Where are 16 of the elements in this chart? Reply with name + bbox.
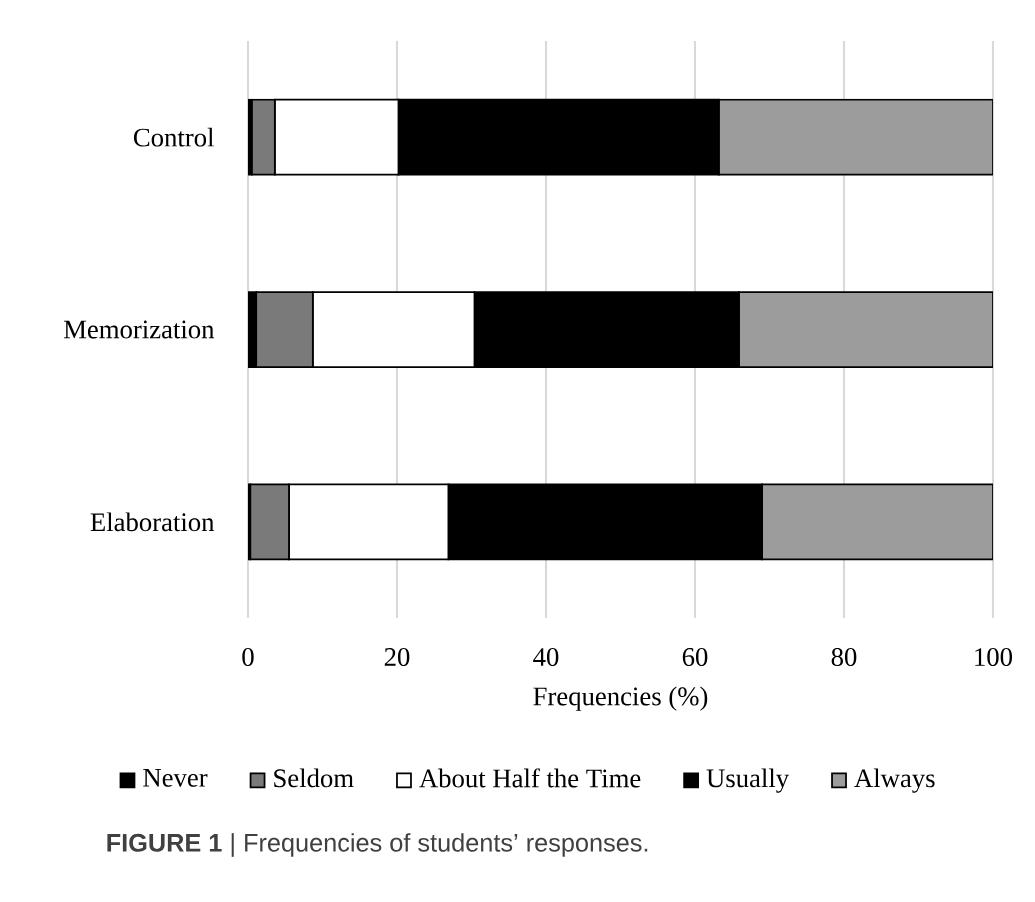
x-tick-label: 20 bbox=[384, 647, 410, 667]
y-tick-label: Memorization bbox=[63, 320, 215, 339]
y-tick-label: Control bbox=[133, 127, 214, 147]
x-tick-label: 100 bbox=[975, 647, 1013, 667]
text: FIGURE 1 | Frequencies of students’ responses. bbox=[107, 833, 648, 857]
y-tick-label: Elaboration bbox=[90, 512, 215, 532]
x-tick-label: 80 bbox=[831, 647, 857, 667]
x-axis-title: Frequencies (%) bbox=[533, 686, 708, 711]
legend-label: About Half the Time bbox=[419, 768, 641, 788]
legend-label: Always bbox=[854, 768, 935, 793]
legend-label: Never bbox=[143, 768, 208, 787]
x-tick-label: 40 bbox=[533, 647, 559, 667]
x-tick-label: 60 bbox=[682, 647, 708, 667]
legend-label: Usually bbox=[706, 768, 790, 793]
legend-label: Seldom bbox=[274, 768, 354, 788]
x-tick-label: 0 bbox=[242, 647, 254, 667]
